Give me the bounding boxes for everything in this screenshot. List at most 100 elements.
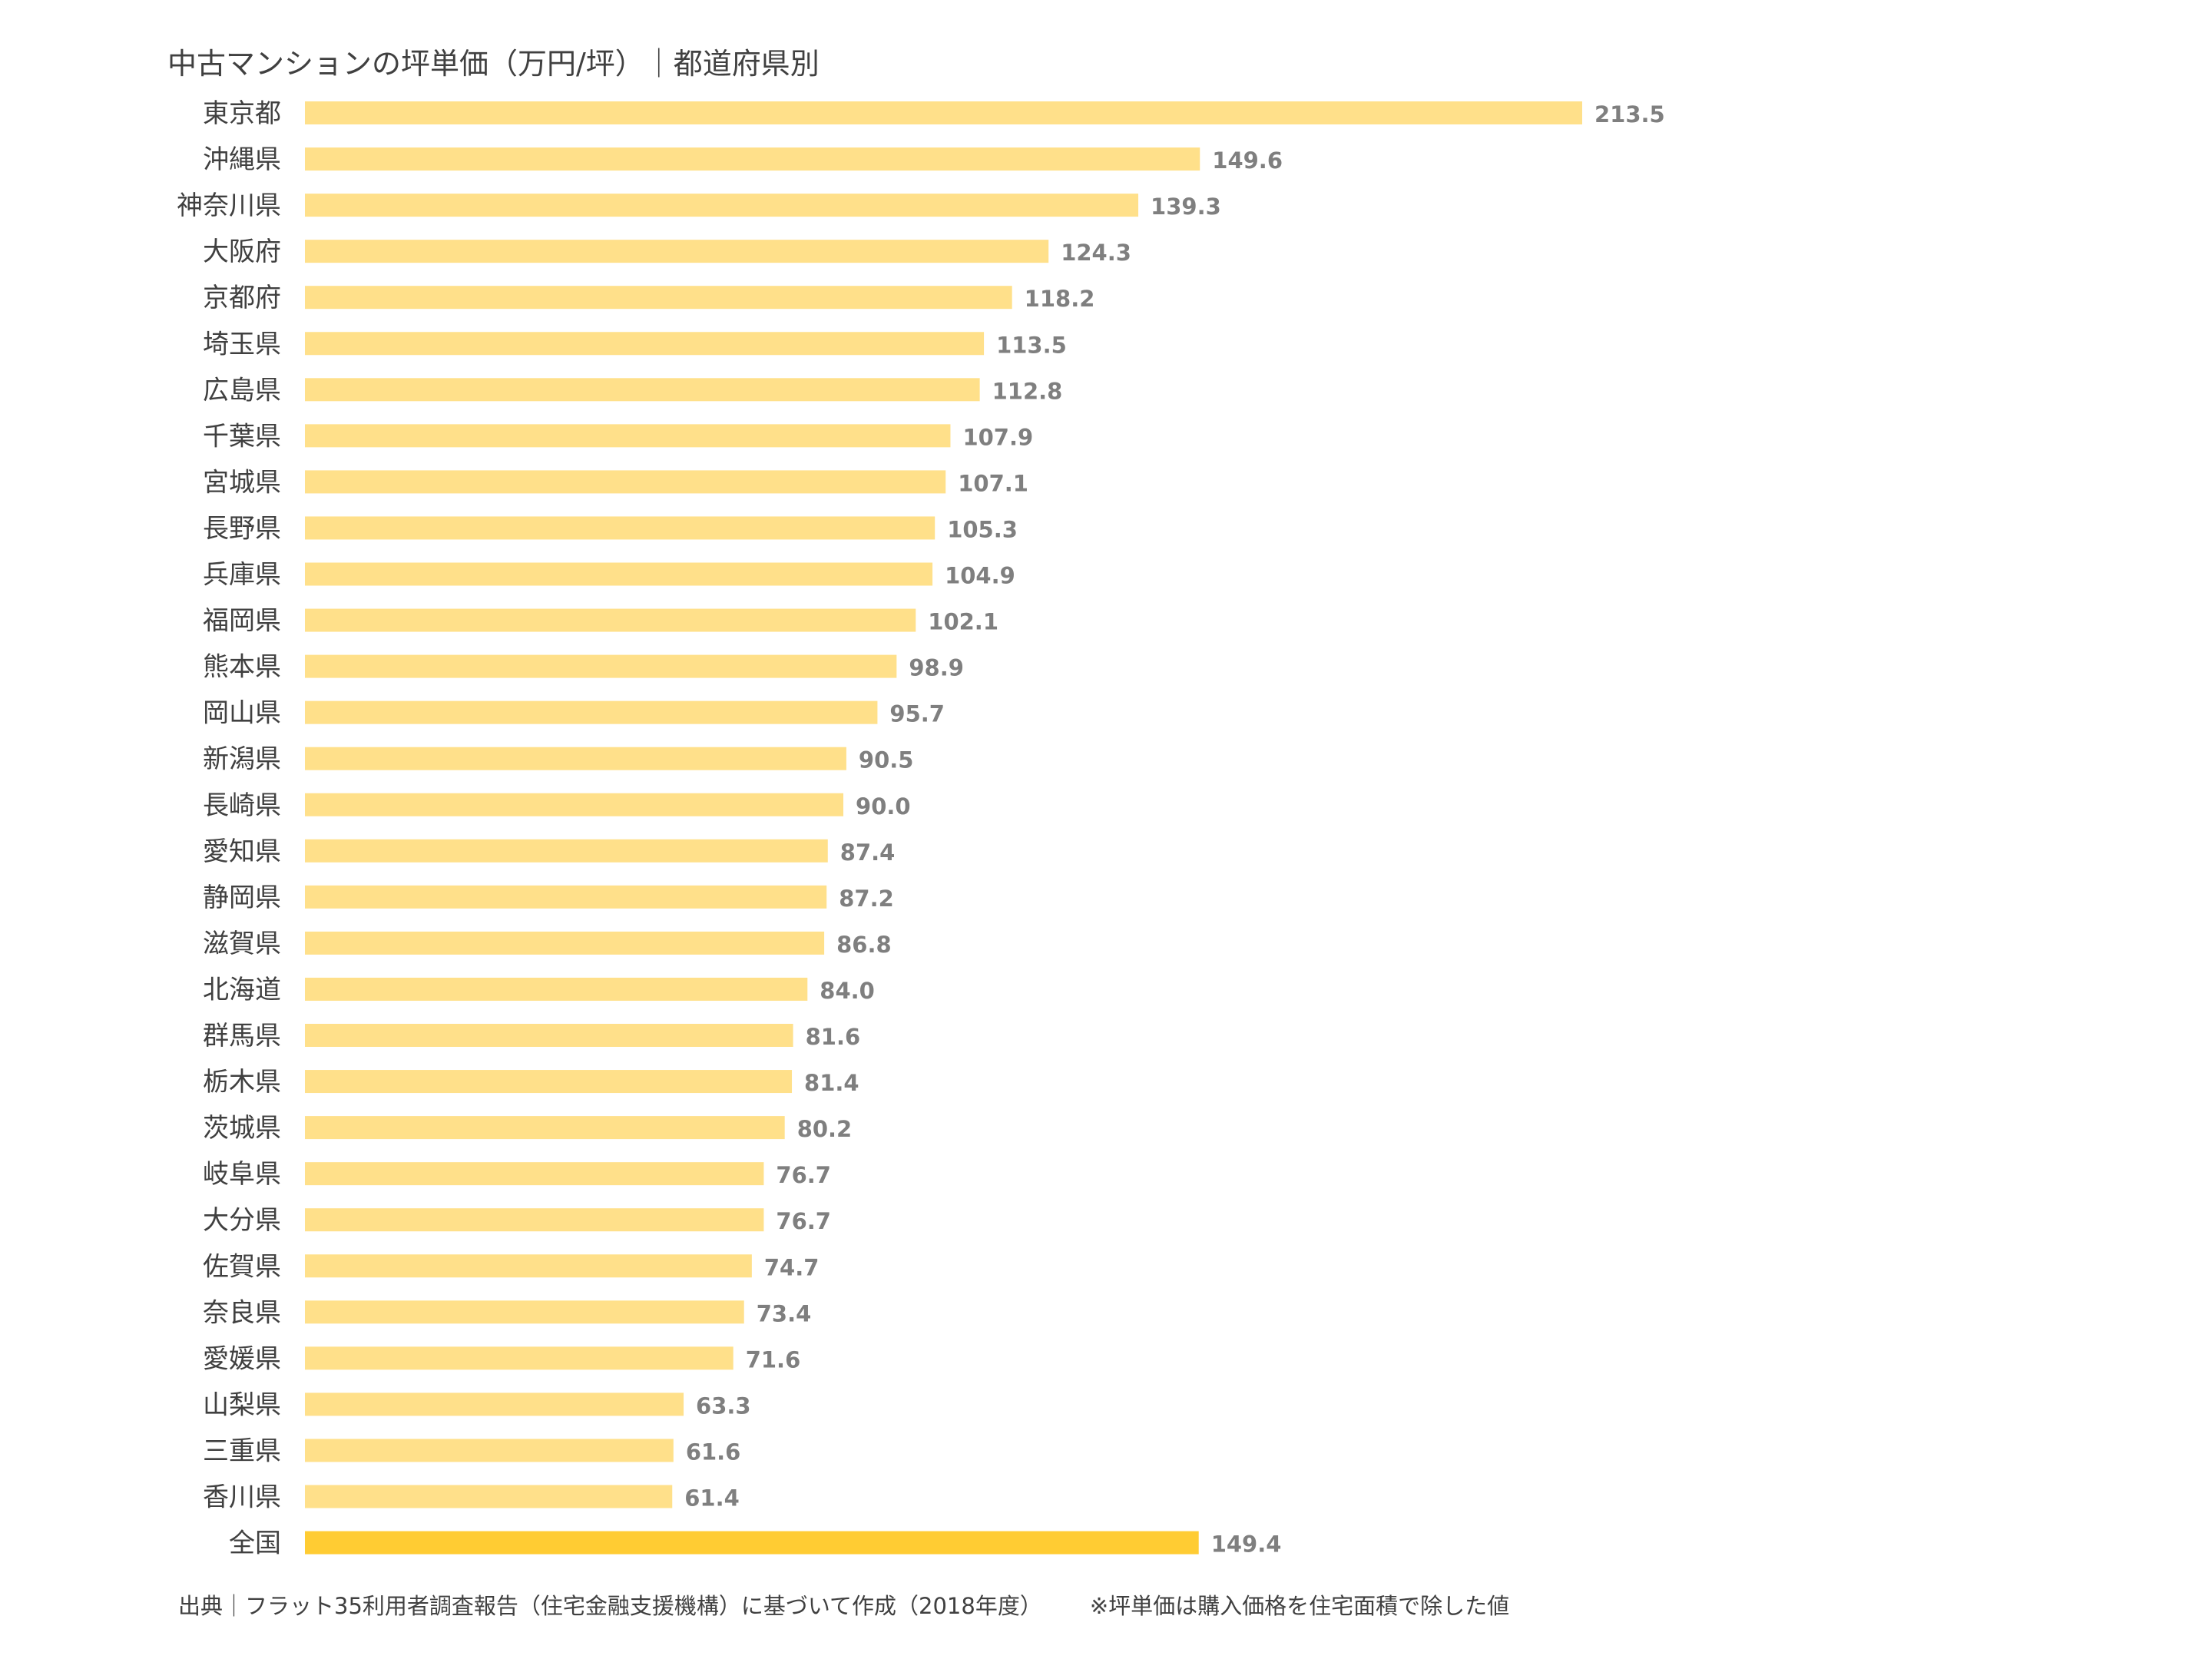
bar: [305, 1208, 764, 1232]
category-label: 香川県: [203, 1482, 281, 1513]
bar: [305, 793, 844, 816]
bar: [305, 1024, 793, 1047]
category-label: 兵庫県: [203, 560, 281, 591]
bar: [305, 286, 1012, 310]
value-label: 102.1: [928, 609, 998, 635]
value-label: 61.6: [686, 1439, 741, 1465]
bar: [305, 470, 946, 494]
value-label: 73.4: [757, 1300, 812, 1326]
value-label: 74.7: [764, 1254, 820, 1280]
value-label: 149.6: [1212, 147, 1283, 174]
value-label: 107.9: [962, 424, 1033, 450]
bar: [305, 839, 828, 863]
category-label: 三重県: [203, 1435, 281, 1466]
category-label: 東京都: [203, 98, 281, 129]
bar: [305, 1116, 785, 1140]
bar: [305, 1439, 674, 1462]
bar: [305, 332, 985, 356]
category-label: 奈良県: [203, 1297, 281, 1328]
footer: 出典｜フラット35利用者調査報告（住宅金融支援機構）に基づいて作成（2018年度…: [178, 1588, 1509, 1621]
chart-title: 中古マンションの坪単価（万円/坪）｜都道府県別: [167, 47, 820, 81]
category-label: 広島県: [203, 375, 281, 406]
category-label: 静岡県: [203, 882, 281, 913]
category-label: 岡山県: [203, 698, 281, 729]
bar: [305, 562, 933, 586]
value-label: 107.1: [958, 470, 1028, 496]
bar: [305, 101, 1582, 124]
bar: [305, 700, 878, 724]
bar: [305, 1254, 752, 1278]
bar: [305, 654, 897, 678]
bar: [305, 1346, 733, 1370]
category-label: 宮城県: [203, 467, 281, 498]
value-label: 124.3: [1061, 240, 1131, 266]
bar: [305, 1070, 793, 1094]
value-label: 81.6: [806, 1024, 861, 1050]
value-label: 112.8: [992, 378, 1063, 404]
value-label: 81.4: [804, 1070, 859, 1096]
category-label: 岐阜県: [203, 1159, 281, 1190]
value-label: 118.2: [1025, 286, 1095, 312]
value-label: 149.4: [1211, 1532, 1282, 1558]
value-label: 71.6: [746, 1346, 801, 1373]
category-label: 全国: [229, 1528, 281, 1559]
value-label: 95.7: [889, 701, 945, 727]
value-label: 87.2: [839, 886, 894, 912]
bar: [305, 516, 935, 540]
category-label: 山梨県: [203, 1389, 281, 1420]
value-label: 63.3: [696, 1392, 751, 1419]
category-label: 滋賀県: [203, 929, 281, 959]
category-label: 大阪府: [203, 237, 281, 267]
category-label: 長野県: [203, 513, 281, 544]
bar: [305, 885, 827, 909]
bar: [305, 977, 808, 1001]
value-label: 113.5: [996, 332, 1067, 358]
bar: [305, 147, 1200, 171]
category-label: 大分県: [203, 1205, 281, 1236]
category-label: 千葉県: [203, 421, 281, 452]
bar: [305, 1300, 744, 1324]
value-label: 76.7: [776, 1162, 831, 1188]
bar: [305, 608, 916, 632]
bars-layer: 東京都 213.5 沖縄県 149.6 神奈川県 139.3 大阪府 124.3 京都府 118.…: [177, 98, 1665, 1559]
value-label: 98.9: [909, 655, 964, 681]
category-label: 京都府: [203, 283, 281, 313]
value-label: 76.7: [776, 1208, 831, 1234]
bar: [305, 194, 1139, 217]
category-label: 福岡県: [203, 606, 281, 637]
unit-note: ※坪単価は購入価格を住宅面積で除した値: [1089, 1593, 1510, 1619]
value-label: 90.5: [859, 747, 914, 773]
category-label: 佐賀県: [203, 1251, 281, 1282]
category-label: 愛媛県: [203, 1343, 281, 1374]
value-label: 87.4: [840, 839, 896, 866]
category-label: 埼玉県: [203, 329, 281, 359]
source-note: 出典｜フラット35利用者調査報告（住宅金融支援機構）に基づいて作成（2018年度…: [178, 1593, 1042, 1619]
category-label: 熊本県: [203, 652, 281, 683]
category-label: 神奈川県: [177, 190, 281, 221]
value-label: 213.5: [1594, 101, 1665, 127]
category-label: 愛知県: [203, 836, 281, 867]
category-label: 長崎県: [203, 790, 281, 821]
category-label: 沖縄県: [203, 144, 281, 175]
value-label: 104.9: [945, 563, 1015, 589]
bar: [305, 931, 825, 955]
bar: [305, 424, 951, 448]
value-label: 61.4: [684, 1485, 740, 1512]
bar: [305, 240, 1049, 263]
value-label: 105.3: [947, 516, 1018, 542]
value-label: 80.2: [797, 1116, 853, 1142]
bar: [305, 1162, 764, 1186]
value-label: 86.8: [836, 932, 892, 958]
bar: [305, 1485, 673, 1508]
value-label: 84.0: [820, 978, 875, 1004]
category-label: 群馬県: [203, 1021, 281, 1051]
bar-national: [305, 1531, 1199, 1555]
bar: [305, 747, 846, 770]
category-label: 栃木県: [203, 1067, 281, 1098]
value-label: 139.3: [1151, 194, 1221, 220]
category-label: 北海道: [203, 975, 281, 1005]
bar: [305, 378, 980, 402]
category-label: 茨城県: [203, 1113, 281, 1144]
bar: [305, 1392, 684, 1416]
